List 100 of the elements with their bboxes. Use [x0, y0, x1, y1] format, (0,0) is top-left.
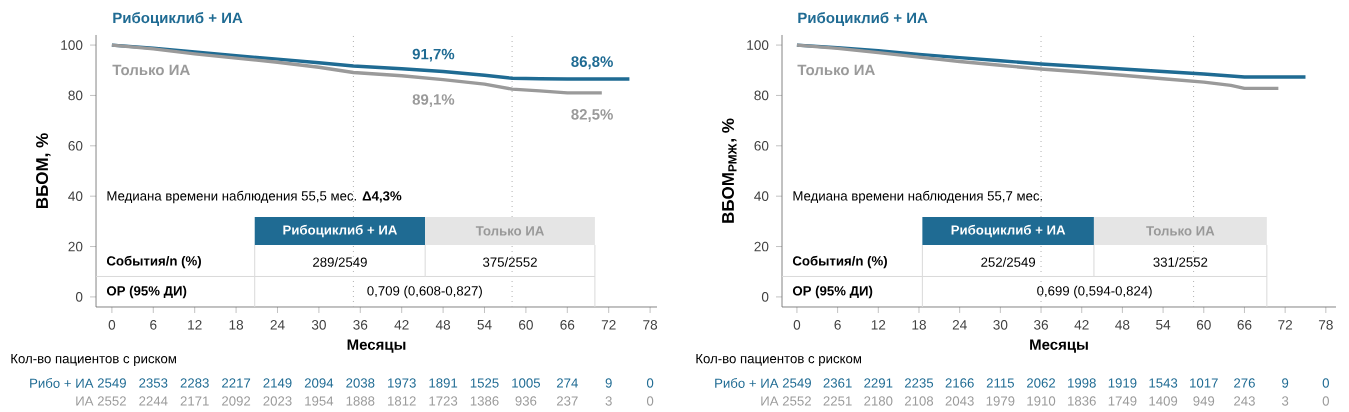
x-tick-label: 48 [1115, 320, 1130, 330]
x-tick-label: 30 [311, 320, 326, 330]
annotation: 89,1% [412, 94, 455, 107]
series-label: Рибоциклиб + ИА [113, 11, 243, 26]
annotation: 252/2549 [981, 257, 1036, 267]
text: ИА [76, 396, 94, 406]
x-tick-label: 24 [270, 320, 285, 330]
text: 276 [1234, 378, 1255, 388]
y-tick-label: 80 [68, 90, 83, 101]
series-label: Только ИА [112, 64, 190, 76]
text: 1525 [470, 378, 499, 388]
text: 2549 [782, 378, 811, 388]
text: 1836 [1068, 396, 1096, 406]
annotation: 289/2549 [313, 257, 367, 267]
x-tick-label: 54 [477, 320, 492, 330]
annotation: 0,699 (0,594-0,824) [1037, 285, 1152, 299]
annotation: 86,8% [571, 56, 613, 70]
annotation: Рибоциклиб + ИА [283, 224, 398, 238]
x-tick-label: 6 [150, 320, 157, 330]
x-tick-label: 0 [793, 320, 801, 330]
x-tick-label: 54 [1156, 320, 1171, 330]
x-tick-label: 12 [188, 320, 202, 330]
x-tick-label: 78 [1318, 320, 1333, 330]
annotation: Только ИА [475, 226, 545, 236]
text: 243 [1234, 396, 1255, 406]
text: 2115 [986, 378, 1014, 388]
text: 2108 [904, 396, 934, 406]
text: 1891 [429, 378, 458, 388]
annotation: События/n (%) [106, 255, 201, 269]
x-tick-label: 0 [108, 320, 116, 330]
text: 2251 [823, 396, 852, 406]
text: 1888 [346, 396, 375, 406]
annotation: Медиана времени наблюдения 55,7 мес. [793, 190, 1042, 204]
text: 1954 [305, 396, 334, 406]
text: 2180 [864, 396, 893, 406]
text: 1723 [429, 396, 458, 406]
annotation: 0,709 (0,608-0,827) [367, 285, 482, 299]
x-tick-label: 24 [952, 320, 967, 330]
text: 2092 [222, 396, 251, 406]
x-tick-label: 6 [834, 320, 841, 330]
series-label: Рибоциклиб + ИА [798, 11, 928, 26]
text: 274 [556, 378, 578, 388]
text: 936 [515, 396, 537, 406]
x-tick-label: 12 [871, 320, 886, 330]
annotation: События/n (%) [792, 255, 887, 269]
annotation: 82,5% [571, 109, 613, 122]
text: 2549 [97, 378, 126, 388]
text: 2023 [263, 396, 292, 406]
y-tick-label: 100 [61, 40, 83, 50]
annotation: 331/2552 [1153, 257, 1208, 267]
text: 1005 [512, 378, 541, 388]
x-tick-label: 60 [1196, 320, 1211, 330]
y-tick-label: 0 [75, 292, 83, 302]
text: 237 [556, 396, 578, 406]
text: 2043 [945, 396, 974, 406]
text: 2038 [346, 378, 375, 388]
text: 2166 [945, 378, 974, 388]
x-axis-title: Месяцы [1030, 339, 1088, 353]
text: 9 [605, 378, 612, 388]
annotation: Только ИА [1146, 226, 1215, 236]
annotation: 91,7% [412, 48, 455, 62]
x-tick-label: 66 [560, 320, 575, 330]
text: Рибо + ИА [30, 378, 94, 388]
text: 2171 [180, 396, 209, 406]
text: 2235 [904, 378, 934, 388]
text: Кол-во пациентов с риском [11, 354, 176, 366]
y-tick-label: 80 [754, 90, 769, 101]
text: 2291 [864, 378, 893, 388]
x-tick-label: 18 [912, 320, 926, 330]
y-axis-title: ВБОМ$_{РМЖ}$, % [721, 118, 737, 223]
x-tick-label: 60 [519, 320, 533, 330]
text: 3 [605, 396, 612, 406]
annotation: Рибоциклиб + ИА [951, 224, 1066, 238]
text: 1386 [470, 396, 499, 406]
text: ИА [761, 396, 779, 406]
y-axis-title: ВБОМ, % [36, 133, 51, 209]
annotation: ОР (95% ДИ) [106, 285, 187, 299]
text: Кол-во пациентов с риском [696, 354, 861, 366]
x-tick-label: 42 [1074, 320, 1089, 330]
text: 0 [1322, 396, 1329, 406]
x-axis-title: Месяцы [347, 339, 406, 353]
text: 1919 [1108, 378, 1137, 388]
y-tick-label: 20 [754, 241, 769, 252]
y-tick-label: 20 [68, 241, 83, 252]
series-label: Только ИА [797, 64, 875, 76]
text: 2244 [139, 396, 168, 406]
line-series [795, 43, 1281, 91]
text: 1998 [1068, 378, 1096, 388]
text: 1910 [1027, 396, 1056, 406]
annotation: 375/2552 [483, 257, 537, 267]
text: 9 [1282, 378, 1289, 388]
text: 2094 [304, 378, 334, 388]
text: 2552 [782, 396, 811, 406]
text: 0 [1322, 378, 1329, 388]
y-tick-label: 40 [754, 191, 769, 201]
x-tick-label: 36 [1034, 320, 1048, 330]
x-tick-label: 72 [601, 320, 616, 330]
text: 2149 [263, 378, 292, 388]
text: 2353 [139, 378, 168, 388]
text: 949 [1193, 396, 1215, 406]
